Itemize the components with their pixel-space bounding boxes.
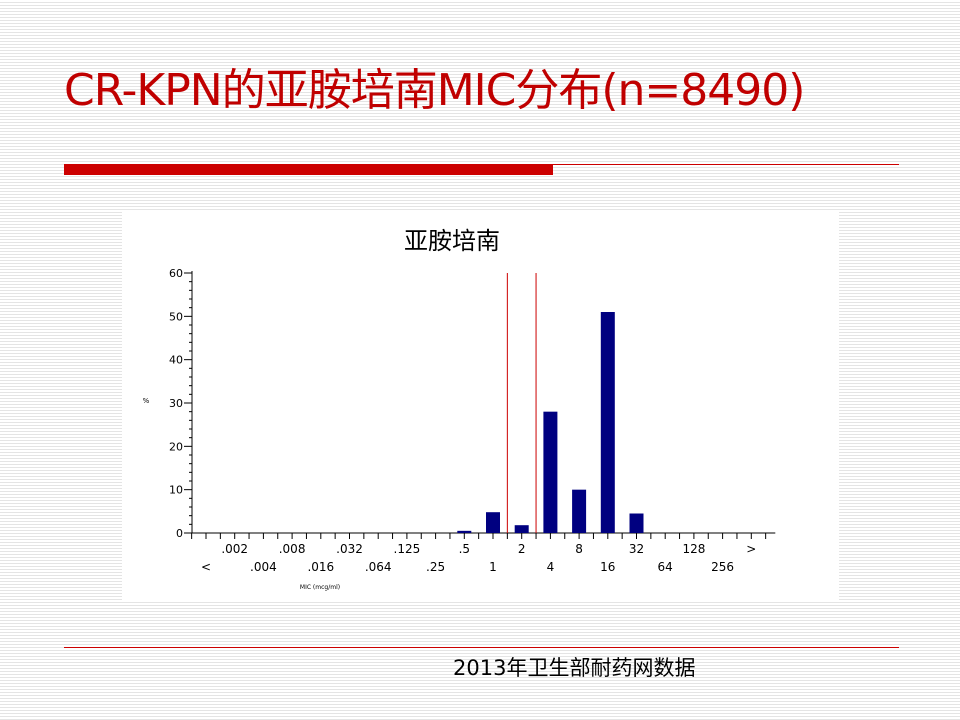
x-tick-label: 8 bbox=[575, 542, 583, 556]
bar-5 bbox=[457, 530, 472, 533]
title-underline-thin bbox=[553, 164, 899, 165]
y-tick-label: 0 bbox=[176, 527, 183, 540]
bar-4 bbox=[543, 411, 558, 533]
source-note: 2013年卫生部耐药网数据 bbox=[453, 656, 696, 680]
x-tick-label: 4 bbox=[547, 560, 555, 574]
x-axis-label: MIC (mcg/ml) bbox=[300, 584, 340, 591]
x-tick-label: .064 bbox=[365, 560, 392, 574]
chart-title: 亚胺培南 bbox=[404, 227, 500, 255]
x-tick-label: .008 bbox=[279, 542, 306, 556]
y-tick-label: 60 bbox=[169, 267, 183, 280]
x-tick-label: .004 bbox=[250, 560, 277, 574]
bar-2 bbox=[514, 525, 529, 533]
mic-histogram-chart: 亚胺培南 0 10 20 30 40 50 60% < .002.004.008.016.032.… bbox=[143, 227, 776, 591]
x-tick-label: .002 bbox=[221, 542, 248, 556]
x-tick-label: .5 bbox=[459, 542, 470, 556]
x-tick-label: < bbox=[201, 560, 211, 574]
x-tick-label: 2 bbox=[518, 542, 526, 556]
x-tick-label: 32 bbox=[629, 542, 644, 556]
x-tick-label: 16 bbox=[600, 560, 615, 574]
chart-panel: 亚胺培南 0 10 20 30 40 50 60% < .002.004.008.016.032.… bbox=[122, 211, 839, 601]
x-tick-label: 128 bbox=[682, 542, 705, 556]
x-tick-label: 256 bbox=[711, 560, 734, 574]
slide-title: CR-KPN的亚胺培南MIC分布(n=8490) bbox=[64, 65, 805, 116]
y-tick-label: 40 bbox=[169, 354, 183, 367]
bar-1 bbox=[486, 512, 500, 533]
x-tick-label: 1 bbox=[489, 560, 497, 574]
y-axis-label: % bbox=[143, 397, 150, 405]
y-tick-label: 30 bbox=[169, 397, 183, 410]
bar-8 bbox=[572, 489, 587, 533]
y-tick-label: 20 bbox=[169, 440, 183, 453]
y-tick-label: 10 bbox=[169, 484, 183, 497]
x-tick-label: .016 bbox=[307, 560, 334, 574]
footer-divider bbox=[64, 647, 899, 648]
y-tick-label: 50 bbox=[169, 310, 183, 323]
bar-32 bbox=[629, 513, 644, 533]
bar-16 bbox=[600, 312, 615, 533]
x-tick-label: 64 bbox=[658, 560, 673, 574]
title-underline-thick bbox=[64, 164, 553, 175]
x-tick-label: .25 bbox=[426, 560, 445, 574]
x-tick-label: .032 bbox=[336, 542, 363, 556]
x-tick-label: > bbox=[746, 542, 756, 556]
x-tick-label: .125 bbox=[394, 542, 421, 556]
